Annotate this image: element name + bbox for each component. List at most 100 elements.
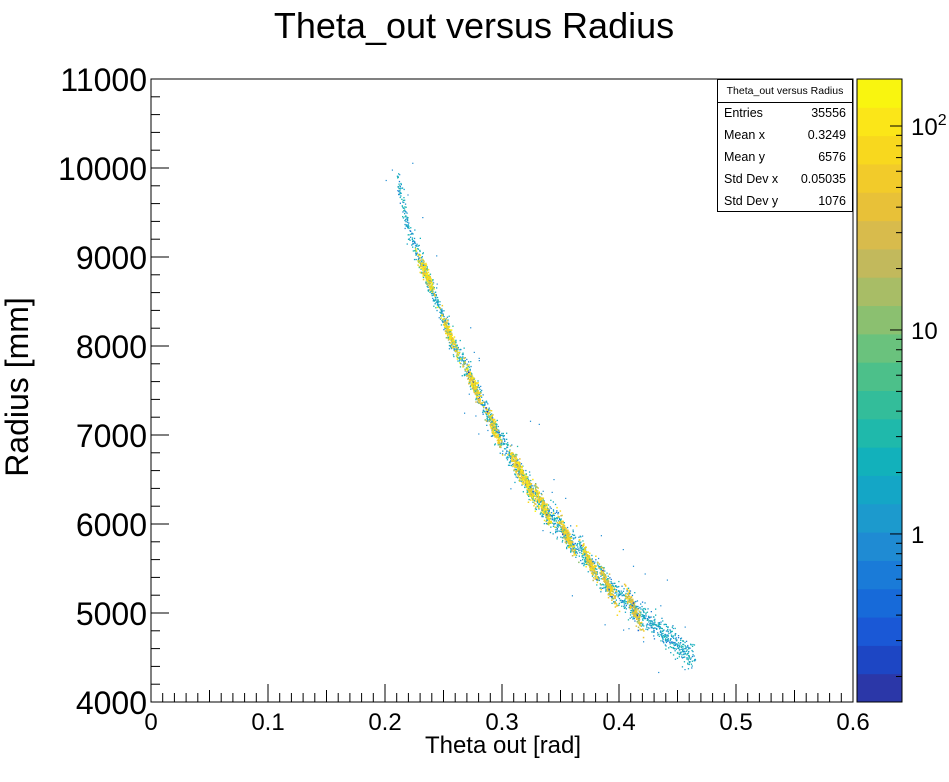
- heatmap-cell: [567, 540, 569, 542]
- heatmap-cell: [495, 425, 498, 427]
- heatmap-cell: [595, 559, 597, 561]
- heatmap-cell: [625, 592, 627, 595]
- heatmap-cell: [676, 639, 678, 641]
- heatmap-cell: [519, 467, 521, 469]
- heatmap-cell: [652, 624, 654, 626]
- heatmap-cell: [564, 541, 567, 543]
- heatmap-cell: [486, 424, 488, 426]
- heatmap-cell: [598, 557, 600, 560]
- heatmap-cell: [597, 576, 599, 578]
- heatmap-cell: [690, 643, 692, 645]
- heatmap-cell: [606, 589, 609, 592]
- heatmap-cell: [465, 368, 467, 371]
- heatmap-cell: [619, 599, 621, 602]
- heatmap-cell: [553, 479, 555, 481]
- heatmap-cell: [669, 629, 671, 631]
- heatmap-cell: [428, 276, 431, 278]
- heatmap-cell: [435, 301, 437, 304]
- heatmap-cell: [433, 299, 435, 301]
- heatmap-cell: [418, 253, 421, 256]
- heatmap-cell: [566, 538, 569, 541]
- heatmap-cell: [653, 631, 655, 633]
- heatmap-cell: [627, 619, 630, 621]
- heatmap-cell: [600, 587, 602, 589]
- heatmap-cell: [540, 506, 543, 508]
- heatmap-cell: [494, 421, 496, 423]
- heatmap-cell: [462, 352, 464, 354]
- heatmap-cell: [679, 651, 681, 653]
- heatmap-cell: [681, 657, 684, 659]
- heatmap-cell: [479, 393, 481, 395]
- heatmap-cell: [555, 531, 557, 533]
- heatmap-cell: [641, 615, 643, 618]
- heatmap-cell: [446, 320, 449, 322]
- heatmap-cell: [564, 536, 566, 539]
- heatmap-cell: [648, 627, 650, 629]
- heatmap-cell: [431, 287, 433, 290]
- heatmap-cell: [534, 485, 536, 487]
- heatmap-cell: [594, 561, 596, 563]
- heatmap-cell: [519, 472, 521, 475]
- heatmap-cell: [588, 557, 590, 559]
- heatmap-cell: [549, 515, 551, 518]
- heatmap-cell: [583, 554, 585, 557]
- x-tick-label: 0.3: [485, 709, 518, 736]
- heatmap-cell: [572, 543, 574, 545]
- heatmap-cell: [551, 491, 553, 493]
- heatmap-cell: [653, 627, 655, 630]
- heatmap-cell: [429, 281, 432, 284]
- heatmap-cell: [411, 244, 413, 246]
- heatmap-cell: [480, 395, 482, 397]
- heatmap-cell: [509, 452, 512, 455]
- heatmap-cell: [549, 514, 552, 516]
- heatmap-cell: [403, 188, 405, 191]
- heatmap-cell: [443, 329, 445, 331]
- heatmap-cell: [561, 521, 563, 524]
- heatmap-cell: [560, 523, 563, 525]
- heatmap-cell: [507, 442, 509, 444]
- heatmap-cell: [436, 309, 438, 312]
- heatmap-cell: [580, 541, 582, 543]
- heatmap-cell: [585, 563, 587, 566]
- heatmap-cell: [572, 541, 574, 544]
- heatmap-cell: [518, 463, 521, 466]
- heatmap-cell: [497, 444, 499, 446]
- heatmap-cell: [607, 588, 610, 590]
- heatmap-cell: [552, 512, 555, 515]
- heatmap-cell: [538, 503, 540, 505]
- heatmap-cell: [662, 637, 664, 639]
- heatmap-cell: [574, 542, 576, 545]
- heatmap-cell: [460, 349, 462, 351]
- heatmap-cell: [635, 625, 638, 627]
- heatmap-cell: [582, 540, 584, 542]
- heatmap-cell: [649, 620, 651, 622]
- heatmap-cell: [519, 469, 521, 472]
- heatmap-cell: [481, 402, 483, 405]
- heatmap-cell: [610, 595, 612, 597]
- heatmap-cell: [415, 254, 417, 256]
- axes: 0 0.1 0.2 0.3 0.4 0.5 0.6400050006000700080009…: [58, 62, 870, 736]
- heatmap-cell: [510, 458, 513, 461]
- heatmap-cell: [435, 307, 437, 309]
- heatmap-cell: [489, 425, 492, 428]
- heatmap-cell: [580, 544, 583, 547]
- heatmap-cell: [662, 630, 664, 632]
- heatmap-cell: [556, 510, 558, 512]
- heatmap-cell: [552, 522, 554, 524]
- heatmap-cell: [604, 577, 606, 580]
- heatmap-cell: [517, 461, 519, 463]
- heatmap-cell: [476, 392, 479, 395]
- heatmap-cell: [443, 322, 446, 325]
- heatmap-cell: [688, 661, 690, 663]
- heatmap-cell: [657, 625, 659, 628]
- heatmap-cell: [462, 364, 464, 366]
- heatmap-cell: [641, 605, 643, 608]
- heatmap-cell: [466, 374, 468, 377]
- heatmap-cell: [675, 633, 677, 635]
- heatmap-cell: [612, 591, 614, 593]
- heatmap-cell: [557, 520, 560, 522]
- heatmap-cell: [439, 307, 441, 310]
- heatmap-cell: [584, 557, 586, 559]
- heatmap-cell: [625, 597, 627, 599]
- colorbar-segment: [857, 475, 902, 505]
